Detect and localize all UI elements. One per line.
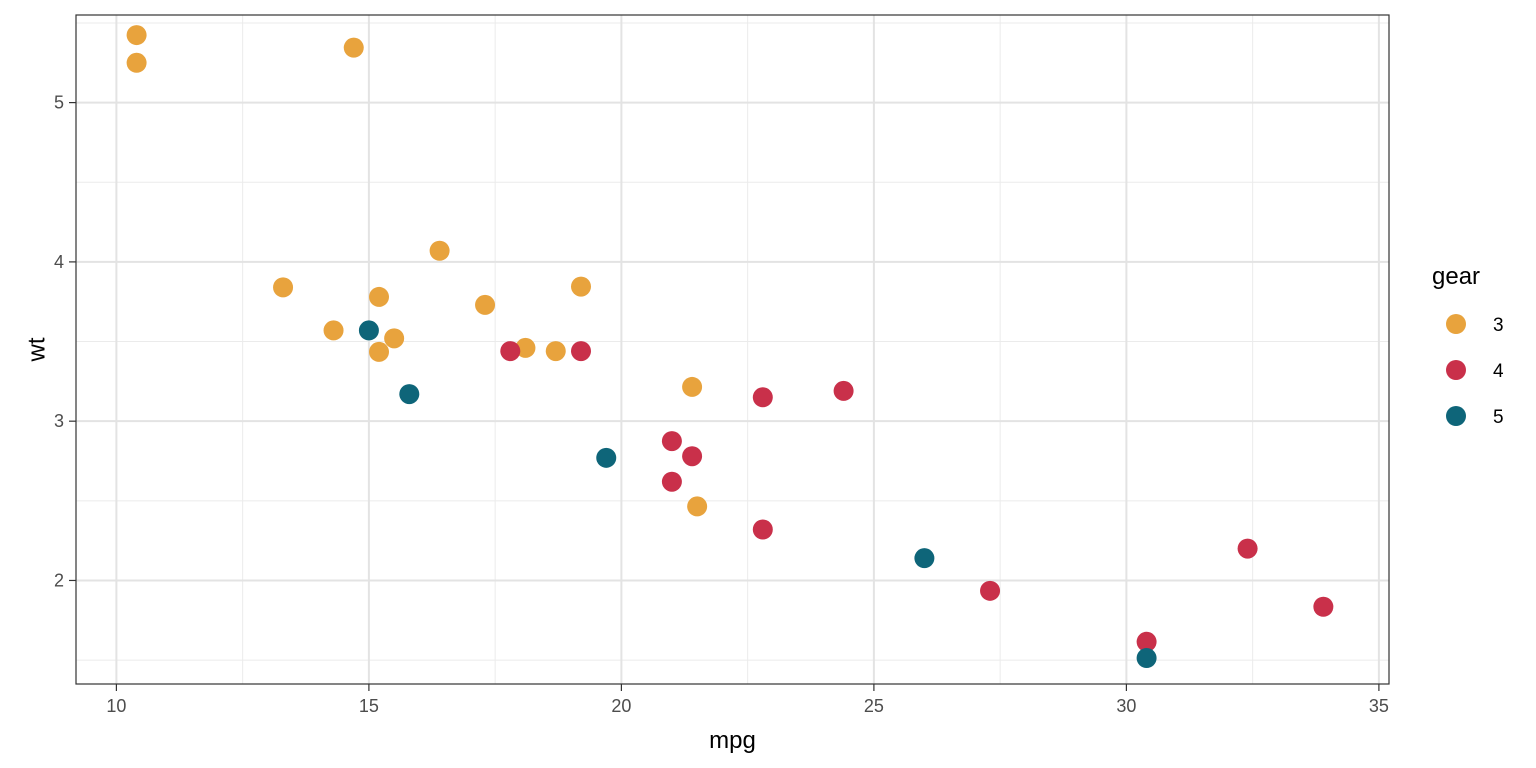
data-point-gear-4 [1136,631,1157,652]
data-point-gear-5 [1136,648,1157,669]
x-tick-label: 25 [864,696,884,716]
data-points [126,25,1334,669]
data-point-gear-4 [833,380,854,401]
legend-title: gear [1432,263,1480,290]
y-tick-label: 3 [54,411,64,431]
data-point-gear-5 [399,384,420,405]
x-tick-label: 35 [1369,696,1389,716]
data-point-gear-4 [1237,538,1258,559]
legend-key-gear-5 [1446,406,1466,426]
plot-background [76,15,1389,684]
data-point-gear-4 [500,341,521,362]
major-gridlines [76,15,1389,684]
data-point-gear-3 [687,496,708,517]
data-point-gear-4 [752,519,773,540]
y-tick-label: 5 [54,93,64,113]
x-axis-ticks: 10 15 20 25 30 35 [106,684,1389,716]
data-point-gear-3 [273,277,294,298]
legend-label: 3 [1493,315,1504,336]
legend-key-gear-4 [1446,360,1466,380]
y-tick-label: 4 [54,252,64,272]
data-point-gear-4 [571,341,591,362]
data-point-gear-5 [358,320,379,341]
data-point-gear-3 [369,286,389,307]
data-point-gear-5 [914,548,935,569]
data-point-gear-3 [369,341,389,362]
data-point-gear-3 [343,37,364,58]
legend-label: 4 [1493,361,1504,382]
data-point-gear-3 [429,240,450,261]
data-point-gear-3 [384,328,405,349]
data-point-gear-3 [323,320,344,341]
x-tick-label: 10 [106,696,126,716]
data-point-gear-3 [126,25,147,46]
data-point-gear-4 [682,446,703,467]
y-axis-ticks: 2 3 4 5 [54,93,76,590]
data-point-gear-3 [475,294,496,315]
data-point-gear-5 [596,447,617,468]
y-axis-title: wt [23,337,50,362]
legend: gear 3 4 5 [1432,263,1504,428]
data-point-gear-3 [571,276,591,297]
minor-gridlines [76,15,1389,684]
legend-label: 5 [1493,407,1504,428]
y-tick-label: 2 [54,570,64,590]
data-point-gear-4 [980,580,1001,601]
data-point-gear-3 [545,341,566,362]
data-point-gear-4 [661,431,682,452]
plot-border [75,14,1390,685]
data-point-gear-3 [515,337,536,358]
data-point-gear-3 [682,376,703,397]
data-point-gear-3 [126,52,147,73]
x-tick-label: 15 [359,696,379,716]
data-point-gear-4 [752,387,773,408]
x-tick-label: 20 [611,696,631,716]
data-point-gear-4 [661,471,682,492]
legend-key-gear-3 [1446,314,1466,334]
x-tick-label: 30 [1116,696,1136,716]
x-axis-title: mpg [709,727,756,754]
data-point-gear-4 [1313,596,1334,617]
